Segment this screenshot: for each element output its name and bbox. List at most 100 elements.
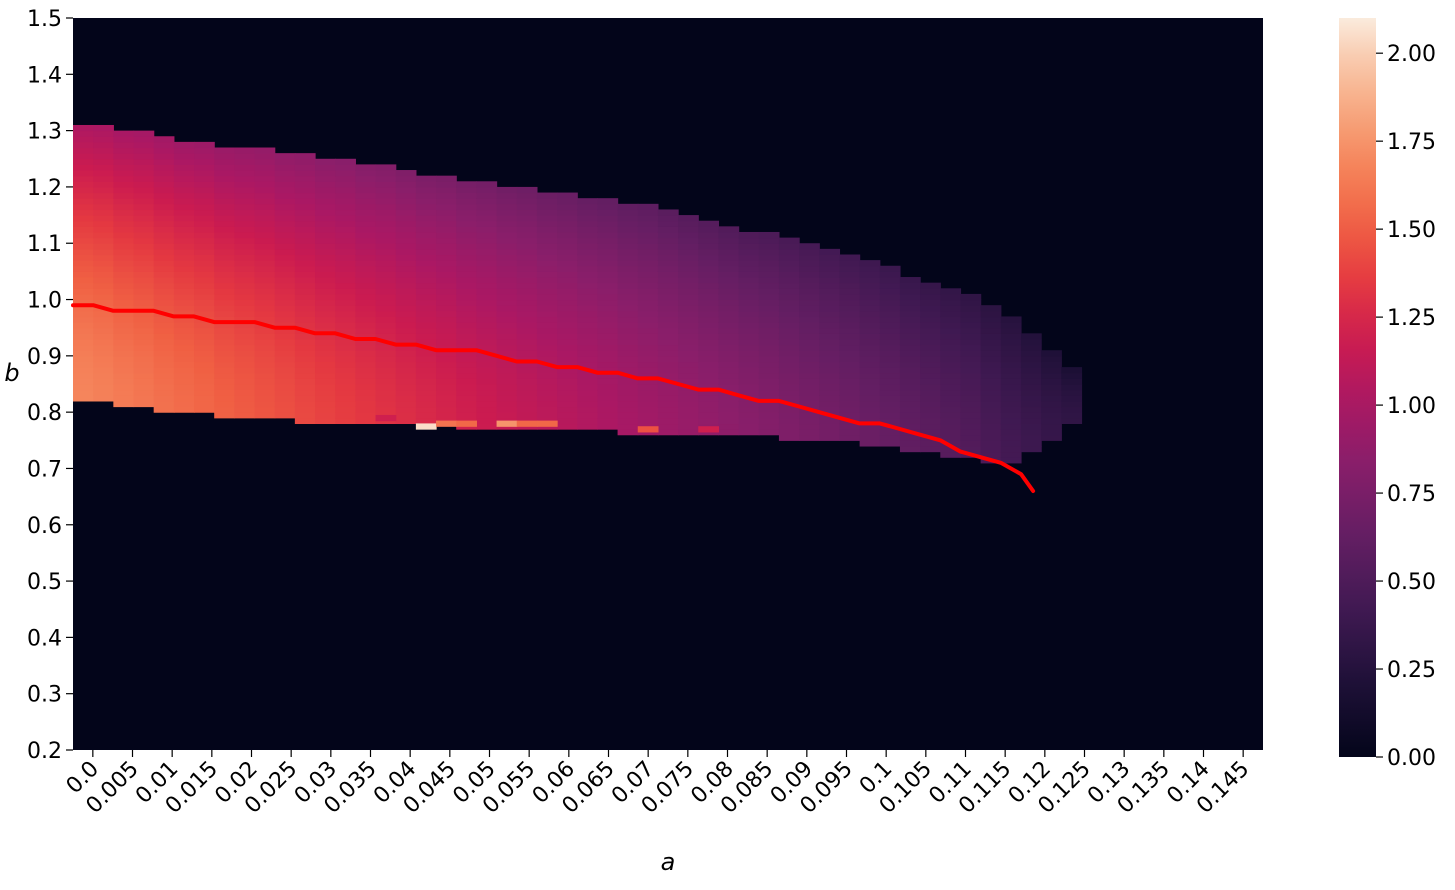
heatmap-cell xyxy=(1061,406,1083,413)
heatmap-cell xyxy=(294,277,316,284)
heatmap-cell xyxy=(738,282,760,289)
heatmap-cell xyxy=(133,271,155,278)
heatmap-cell xyxy=(899,406,921,413)
heatmap-cell xyxy=(657,254,679,261)
heatmap-cell xyxy=(436,271,457,278)
heatmap-cell xyxy=(516,378,538,385)
heatmap-cell-highlight xyxy=(375,414,397,422)
heatmap-cell xyxy=(536,254,558,261)
heatmap-cell xyxy=(173,316,195,323)
heatmap-cell xyxy=(799,248,820,256)
heatmap-cell xyxy=(859,293,881,301)
heatmap-cell xyxy=(73,141,94,149)
heatmap-cell xyxy=(516,248,538,256)
heatmap-cell xyxy=(113,305,135,312)
heatmap-cell xyxy=(617,327,639,334)
heatmap-cell xyxy=(173,209,195,216)
heatmap-cell xyxy=(274,198,296,205)
heatmap-cell xyxy=(456,203,477,211)
heatmap-cell xyxy=(1000,333,1022,340)
heatmap-cell xyxy=(456,271,477,278)
heatmap-cell xyxy=(536,265,558,272)
heatmap-cell xyxy=(879,440,901,447)
heatmap-cell xyxy=(375,327,397,334)
heatmap-cell xyxy=(173,198,195,205)
heatmap-cell xyxy=(294,254,316,261)
heatmap-cell xyxy=(335,209,356,216)
heatmap-cell xyxy=(214,355,235,363)
heatmap-cell xyxy=(436,198,457,205)
heatmap-cell xyxy=(940,451,962,458)
heatmap-cell xyxy=(153,237,175,244)
heatmap-cell xyxy=(859,406,881,413)
heatmap-cell xyxy=(557,305,578,312)
heatmap-cell xyxy=(516,243,538,250)
heatmap-cell xyxy=(819,389,841,396)
heatmap-cell xyxy=(657,231,679,239)
heatmap-cell xyxy=(93,299,114,306)
heatmap-cell xyxy=(738,322,760,329)
heatmap-cell xyxy=(879,400,901,408)
heatmap-cell xyxy=(355,344,377,351)
heatmap-cell xyxy=(294,237,316,244)
heatmap-cell xyxy=(194,215,215,222)
heatmap-cell xyxy=(476,299,498,306)
heatmap-cell xyxy=(940,355,962,363)
heatmap-cell xyxy=(698,412,720,419)
heatmap-cell xyxy=(516,400,538,408)
heatmap-cell xyxy=(274,412,296,419)
heatmap-cell xyxy=(617,338,639,346)
heatmap-cell xyxy=(859,417,881,425)
heatmap-cell xyxy=(1061,417,1083,425)
heatmap-cell xyxy=(657,248,679,256)
heatmap-cell xyxy=(536,215,558,222)
heatmap-cell xyxy=(637,310,659,318)
heatmap-cell xyxy=(93,265,114,272)
heatmap-cell xyxy=(93,181,114,188)
heatmap-cell xyxy=(758,333,780,340)
heatmap-cell xyxy=(496,271,518,278)
heatmap-cell xyxy=(718,305,740,312)
heatmap-cell xyxy=(960,406,982,413)
heatmap-cell xyxy=(133,141,155,149)
heatmap-cell xyxy=(536,355,558,363)
heatmap-cell xyxy=(214,220,235,227)
heatmap-cell xyxy=(597,367,619,374)
heatmap-cell xyxy=(577,260,599,267)
heatmap-cell xyxy=(678,237,699,244)
heatmap-cell xyxy=(940,367,962,374)
heatmap-cell xyxy=(839,277,861,284)
heatmap-cell xyxy=(73,305,94,312)
heatmap-cell xyxy=(355,367,377,374)
heatmap-cell xyxy=(940,400,962,408)
heatmap-cell xyxy=(516,209,538,216)
heatmap-cell xyxy=(1041,395,1062,402)
heatmap-cell xyxy=(516,237,538,244)
heatmap-cell xyxy=(415,220,437,227)
heatmap-cell xyxy=(355,322,377,329)
heatmap-cell xyxy=(738,288,760,295)
heatmap-cell xyxy=(274,288,296,295)
heatmap-cell xyxy=(859,389,881,396)
heatmap-cell xyxy=(1020,445,1042,453)
heatmap-cell xyxy=(758,231,780,239)
heatmap-cell xyxy=(799,372,820,379)
heatmap-cell xyxy=(415,186,437,194)
heatmap-cell xyxy=(496,282,518,289)
heatmap-cell xyxy=(597,260,619,267)
heatmap-cell xyxy=(799,277,820,284)
heatmap-cell xyxy=(557,220,578,227)
heatmap-cell xyxy=(718,327,740,334)
heatmap-cell xyxy=(536,372,558,379)
heatmap-cell xyxy=(375,406,397,413)
heatmap-cell xyxy=(657,260,679,267)
heatmap-cell xyxy=(153,158,175,165)
heatmap-cell xyxy=(395,237,417,244)
heatmap-cell xyxy=(960,395,982,402)
heatmap-cell xyxy=(1041,423,1062,430)
heatmap-cell xyxy=(758,254,780,261)
heatmap-cell xyxy=(234,384,256,391)
heatmap-cell xyxy=(294,265,316,272)
heatmap-cell xyxy=(335,400,356,408)
heatmap-cell xyxy=(718,265,740,272)
